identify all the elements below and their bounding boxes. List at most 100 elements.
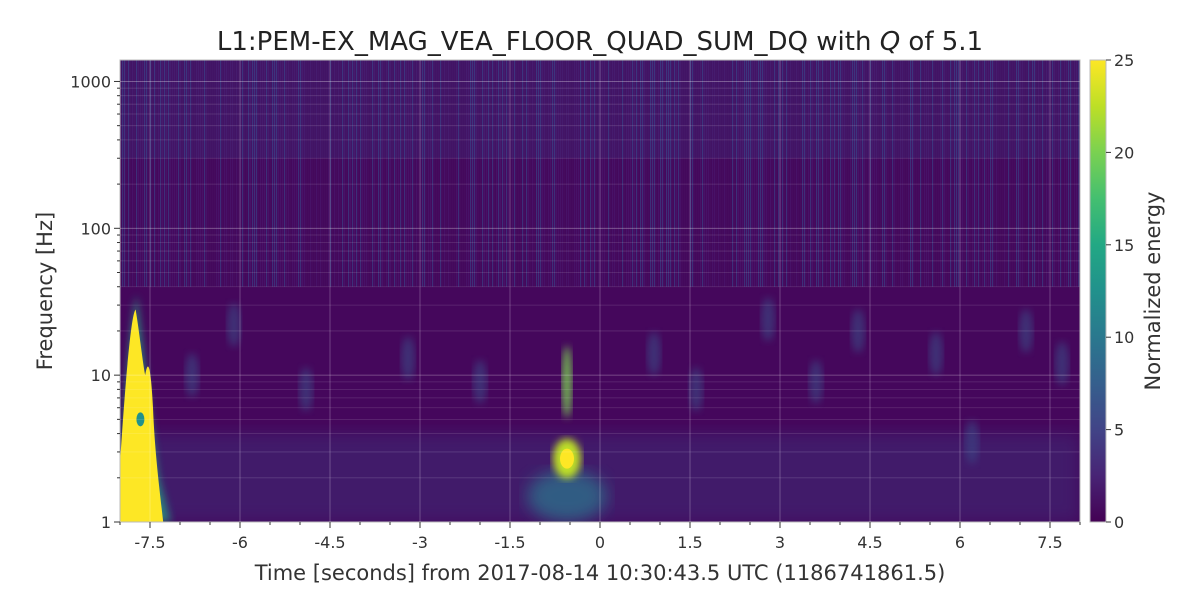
hf-stripe	[592, 60, 594, 287]
hf-stripe	[576, 60, 578, 287]
hf-stripe	[376, 60, 378, 287]
hf-stripe	[356, 60, 358, 287]
hf-stripe	[646, 60, 648, 287]
y-tick-label: 10	[91, 366, 111, 385]
hf-stripe	[1074, 60, 1076, 287]
hf-stripe	[224, 60, 226, 287]
hf-stripe	[954, 60, 956, 287]
hf-stripe	[714, 60, 716, 287]
hf-stripe	[1040, 60, 1042, 287]
hf-stripe	[952, 60, 954, 287]
hf-stripe	[966, 60, 968, 287]
hf-stripe	[424, 60, 426, 287]
hf-stripe	[128, 60, 130, 287]
hf-stripe	[158, 60, 160, 287]
hf-stripe	[452, 60, 454, 287]
hf-stripe	[994, 60, 996, 287]
hf-stripe	[696, 60, 698, 287]
hf-stripe	[354, 60, 356, 287]
hf-stripe	[220, 60, 222, 287]
hf-stripe	[244, 60, 246, 287]
hf-stripe	[644, 60, 646, 287]
hf-stripe	[946, 60, 948, 287]
hf-stripe	[266, 60, 268, 287]
hf-stripe	[294, 60, 296, 287]
hf-stripe	[658, 60, 660, 287]
hf-stripe	[632, 60, 634, 287]
hf-stripe	[998, 60, 1000, 287]
hf-stripe	[686, 60, 688, 287]
hf-stripe	[814, 60, 816, 287]
hf-stripe	[318, 60, 320, 287]
hf-stripe	[794, 60, 796, 287]
hf-stripe	[710, 60, 712, 287]
hf-stripe	[556, 60, 558, 287]
hf-stripe	[796, 60, 798, 287]
hf-stripe	[894, 60, 896, 287]
hf-stripe	[570, 60, 572, 287]
hf-tint	[120, 60, 1080, 159]
hf-stripe	[856, 60, 858, 287]
hf-stripe	[962, 60, 964, 287]
hf-stripe	[670, 60, 672, 287]
hf-stripe	[630, 60, 632, 287]
hf-stripe	[604, 60, 606, 287]
hf-stripe	[744, 60, 746, 287]
x-axis: -7.5 -6 -4.5 -3 -1.5 0 1.5 3 4.5 6 7.5	[119, 522, 1081, 552]
hf-stripe	[762, 60, 764, 287]
hf-stripe	[352, 60, 354, 287]
hf-stripe	[384, 60, 386, 287]
hf-stripe	[160, 60, 162, 287]
hf-stripe	[444, 60, 446, 287]
hf-stripe	[660, 60, 662, 287]
hf-stripe	[340, 60, 342, 287]
hf-stripe	[182, 60, 184, 287]
hf-stripe	[330, 60, 332, 287]
hf-stripe	[450, 60, 452, 287]
hf-stripe	[486, 60, 488, 287]
hf-stripe	[470, 60, 472, 287]
glitch-stem	[562, 345, 572, 418]
hf-stripe	[898, 60, 900, 287]
hf-stripe	[550, 60, 552, 287]
hf-stripe	[396, 60, 398, 287]
hf-stripe	[1038, 60, 1040, 287]
hf-stripe	[324, 60, 326, 287]
hf-stripe	[258, 60, 260, 287]
hf-stripe	[774, 60, 776, 287]
hf-stripe	[412, 60, 414, 287]
hf-stripe	[532, 60, 534, 287]
hf-stripe	[484, 60, 486, 287]
hf-stripe	[492, 60, 494, 287]
hf-stripe	[732, 60, 734, 287]
hf-stripe	[986, 60, 988, 287]
hf-stripe	[372, 60, 374, 287]
hf-stripe	[154, 60, 156, 287]
hf-stripe	[768, 60, 770, 287]
hf-stripe	[364, 60, 366, 287]
hf-stripe	[432, 60, 434, 287]
hf-stripe	[784, 60, 786, 287]
hf-stripe	[798, 60, 800, 287]
hf-stripe	[846, 60, 848, 287]
hf-stripe	[566, 60, 568, 287]
hf-stripe	[366, 60, 368, 287]
hf-stripe	[418, 60, 420, 287]
x-tick-label: -7.5	[134, 533, 165, 552]
hf-stripe	[568, 60, 570, 287]
hf-stripe	[322, 60, 324, 287]
hf-stripe	[326, 60, 328, 287]
hf-stripe	[228, 60, 230, 287]
hf-stripe	[264, 60, 266, 287]
hf-stripe	[1028, 60, 1030, 287]
hf-stripe	[180, 60, 182, 287]
hf-stripe	[334, 60, 336, 287]
hf-stripe	[468, 60, 470, 287]
hf-stripe	[336, 60, 338, 287]
hf-stripe	[242, 60, 244, 287]
hf-stripe	[218, 60, 220, 287]
hf-stripe	[500, 60, 502, 287]
hf-stripe	[728, 60, 730, 287]
hf-stripe	[134, 60, 136, 287]
hf-stripe	[640, 60, 642, 287]
